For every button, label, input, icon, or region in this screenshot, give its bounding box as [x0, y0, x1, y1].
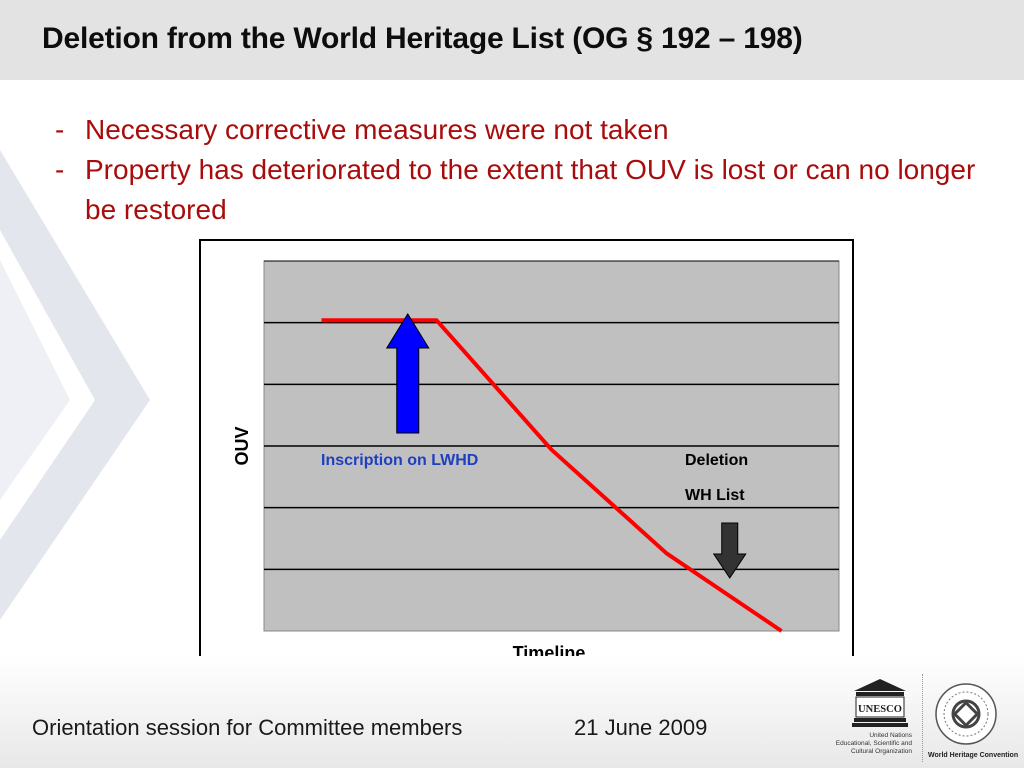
whc-name: World Heritage Convention [928, 752, 1019, 759]
diagram-canvas: Inscription on LWHD Deletion WH List OUV… [232, 260, 840, 663]
world-heritage-emblem-icon [935, 683, 997, 745]
y-axis-label: OUV [232, 426, 252, 465]
unesco-mark: UNESCO [858, 703, 902, 715]
bullet-marker: - [55, 154, 65, 185]
deletion-down-arrow-icon [712, 522, 747, 579]
gridlines [264, 260, 839, 571]
unesco-caption-line: United Nations [869, 732, 912, 739]
logo-area: UNESCO United Nations Educational, Scien… [822, 672, 1022, 766]
title-bar: Deletion from the World Heritage List (O… [0, 0, 1024, 80]
ouv-timeline-diagram: Inscription on LWHD Deletion WH List OUV… [199, 239, 854, 691]
unesco-caption-line: Cultural Organization [850, 748, 912, 755]
deletion-label-line2: WH List [685, 487, 745, 504]
slide-title: Deletion from the World Heritage List (O… [42, 22, 803, 55]
bullet-item: - Property has deteriorated to the extent… [55, 150, 985, 230]
bullet-marker: - [55, 114, 65, 145]
ouv-decline-line [321, 318, 783, 633]
inscription-label: Inscription on LWHD [321, 452, 478, 469]
bullet-list: - Necessary corrective measures were not … [55, 110, 985, 230]
bullet-item: - Necessary corrective measures were not … [55, 110, 985, 150]
unesco-caption-line: Educational, Scientific and [835, 740, 912, 747]
footer-date: 21 June 2009 [574, 715, 708, 740]
inscription-up-arrow-icon [385, 313, 430, 434]
unesco-temple-logo-icon: UNESCO [852, 679, 908, 727]
footer-bar [0, 656, 1024, 768]
unesco-caption: United Nations Educational, Scientific a… [822, 732, 912, 756]
deletion-label-line1: Deletion [685, 452, 748, 469]
bullet-text: Property has deteriorated to the extent … [85, 154, 976, 225]
footer-event: Orientation session for Committee member… [32, 715, 463, 740]
logo-divider [922, 674, 924, 762]
bullet-text: Necessary corrective measures were not t… [85, 114, 669, 145]
